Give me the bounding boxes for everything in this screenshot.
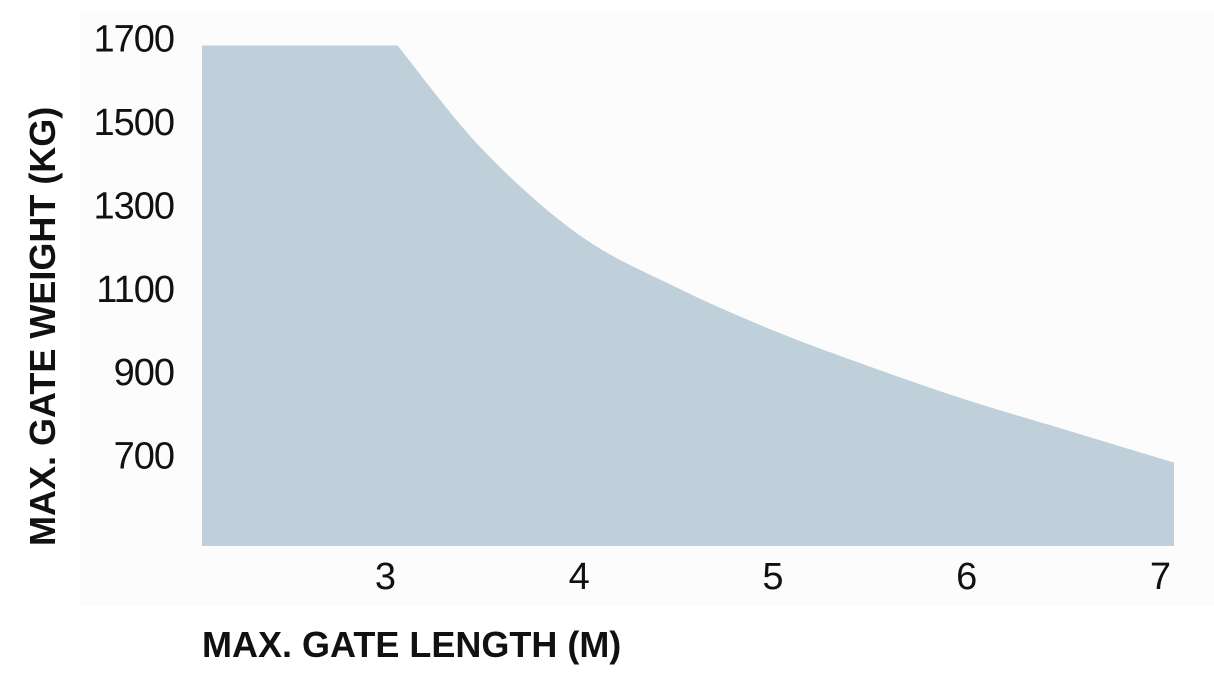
x-tick-label: 4 — [569, 556, 590, 598]
y-axis-label: MAX. GATE WEIGHT (KG) — [22, 107, 63, 546]
x-tick-label: 5 — [762, 556, 782, 598]
y-tick-label: 1700 — [93, 19, 174, 61]
x-tick-label: 6 — [956, 556, 976, 598]
x-tick-label: 3 — [375, 556, 395, 598]
y-tick-label: 1300 — [93, 185, 174, 227]
y-tick-label: 700 — [114, 436, 174, 478]
y-tick-label: 1500 — [93, 102, 174, 144]
area-series — [202, 45, 1174, 546]
x-tick-label: 7 — [1150, 556, 1170, 598]
y-tick-label: 1100 — [96, 269, 174, 311]
x-axis-label: MAX. GATE LENGTH (M) — [202, 624, 621, 665]
y-tick-label: 900 — [114, 352, 174, 394]
